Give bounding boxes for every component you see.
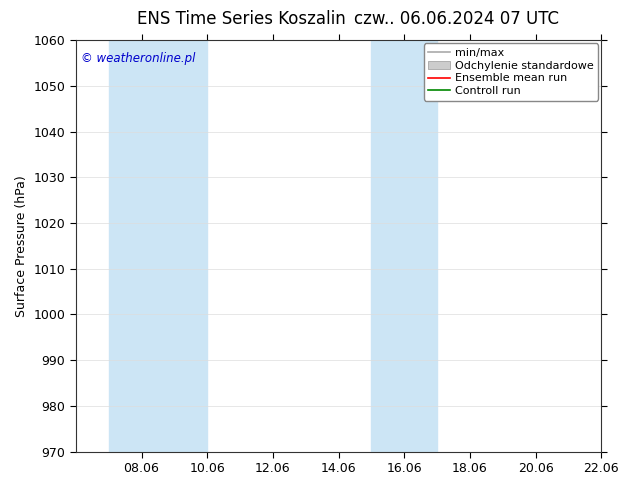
Text: czw.. 06.06.2024 07 UTC: czw.. 06.06.2024 07 UTC: [354, 10, 559, 28]
Legend: min/max, Odchylenie standardowe, Ensemble mean run, Controll run: min/max, Odchylenie standardowe, Ensembl…: [424, 44, 598, 101]
Text: ENS Time Series Koszalin: ENS Time Series Koszalin: [136, 10, 346, 28]
Text: © weatheronline.pl: © weatheronline.pl: [81, 52, 195, 66]
Y-axis label: Surface Pressure (hPa): Surface Pressure (hPa): [15, 175, 28, 317]
Bar: [372, 40, 437, 452]
Bar: [108, 40, 207, 452]
